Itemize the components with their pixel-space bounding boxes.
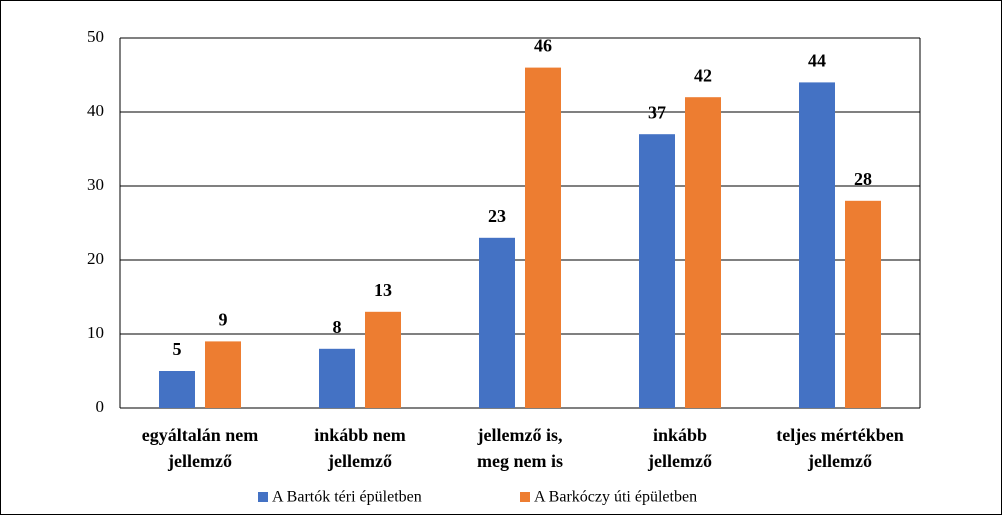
x-tick-label-line: jellemző: [167, 451, 232, 471]
data-label: 37: [648, 102, 666, 122]
y-tick-label: 50: [87, 27, 104, 46]
x-tick-label-line: meg nem is: [477, 451, 563, 471]
x-tick-label-line: jellemző: [327, 451, 392, 471]
bar: [479, 237, 515, 408]
x-tick-label-line: teljes mértékben: [776, 425, 903, 445]
data-label: 28: [854, 169, 872, 189]
data-label: 23: [488, 206, 506, 226]
y-tick-label: 10: [87, 323, 104, 342]
x-tick-label: teljes mértékben jellemző: [776, 425, 903, 471]
bar: [845, 200, 881, 408]
x-tick-label: egyáltalán nem jellemző: [142, 425, 259, 471]
data-label: 44: [808, 51, 826, 71]
x-tick-label: jellemző is, meg nem is: [477, 425, 563, 471]
data-label: 42: [694, 65, 712, 85]
x-tick-label-line: jellemző is,: [477, 425, 563, 445]
x-tick-label-line: inkább nem: [314, 425, 406, 445]
bar: [525, 67, 561, 408]
y-tick-label: 30: [87, 175, 104, 194]
bar: [205, 341, 241, 408]
bar: [365, 311, 401, 408]
legend-swatch: [258, 492, 268, 502]
data-label: 46: [534, 36, 552, 56]
legend-swatch: [520, 492, 530, 502]
y-tick-label: 40: [87, 101, 104, 120]
data-label: 5: [173, 339, 182, 359]
x-tick-label: inkább jellemző: [647, 425, 712, 471]
data-label: 8: [333, 317, 342, 337]
x-tick-label-line: jellemző: [807, 451, 872, 471]
y-tick-label: 20: [87, 249, 104, 268]
legend-label: A Barkóczy úti épületben: [534, 489, 697, 506]
data-label: 13: [374, 280, 392, 300]
bar: [159, 371, 195, 408]
bar: [319, 348, 355, 408]
y-tick-label: 0: [96, 397, 105, 416]
x-tick-label-line: egyáltalán nem: [142, 425, 259, 445]
data-label: 9: [219, 310, 228, 330]
x-tick-label: inkább nem jellemző: [314, 425, 406, 471]
x-tick-label-line: inkább: [653, 425, 707, 445]
x-tick-label-line: jellemző: [647, 451, 712, 471]
legend-label: A Bartók téri épületben: [272, 489, 422, 506]
bar: [639, 134, 675, 408]
bar: [685, 97, 721, 408]
bar: [799, 82, 835, 409]
